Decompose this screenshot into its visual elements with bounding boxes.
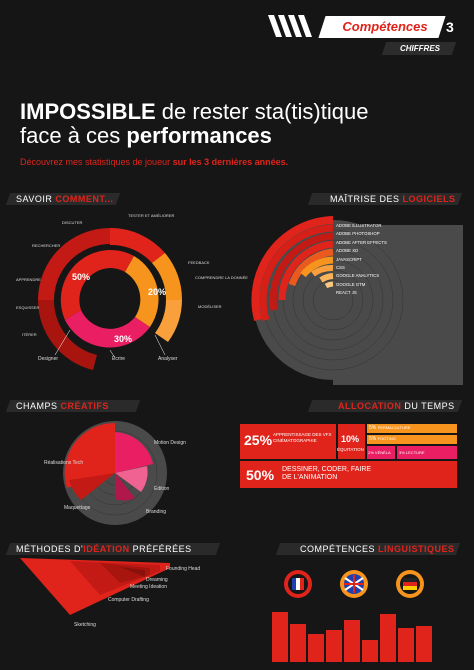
champ-label: Maquettage	[64, 505, 91, 511]
headline: IMPOSSIBLE de rester sta(tis)tique face …	[20, 100, 460, 148]
methodes-funnel-chart	[20, 558, 170, 615]
temps-block-big	[240, 424, 336, 459]
champ-slice-edition	[115, 466, 148, 492]
temps-small-3	[397, 446, 457, 459]
methode-label: Sketching	[74, 622, 96, 628]
temps-small-text: FOOTING	[377, 436, 396, 441]
logiciel-item: REACT JS	[336, 290, 357, 296]
outer-ring-segment	[38, 228, 110, 300]
temps-small-text: VÉNÉLA	[374, 450, 391, 455]
section-title-champs: CHAMPS CRÉATIFS	[16, 401, 109, 411]
lead-bold: sur les 3 dernières années.	[172, 157, 289, 167]
savoir-pct-designer: 50%	[72, 272, 91, 282]
headline-bold-1: IMPOSSIBLE	[20, 99, 156, 124]
methode-label: Dreaming	[146, 577, 168, 583]
logiciel-item: CSS	[336, 265, 345, 271]
temps-small-0	[367, 424, 457, 433]
page-number: 3	[446, 19, 454, 35]
langues-flags	[284, 570, 424, 598]
temps-big-pct: 25%	[244, 432, 273, 448]
methode-label: Meeting Ideation	[130, 584, 167, 590]
outer-ring-segment	[155, 300, 182, 342]
outer-label: DISCUTER	[62, 220, 83, 225]
temps-block-mid	[338, 424, 365, 459]
inner-segment-analyser	[125, 256, 159, 327]
temps-main-pct: 50%	[246, 467, 275, 483]
savoir-label-analyser: Analyser	[158, 356, 178, 362]
outer-label: ESQUISSER	[16, 305, 40, 310]
langues-bars	[272, 612, 432, 662]
section-title-savoir: SAVOIR COMMENT...	[16, 194, 114, 204]
logiciel-item: JAVASCRIPT	[336, 256, 362, 262]
temps-big-text: APPRENTISSAGE DES VFX CINÉMATOGRAPHIE	[273, 432, 332, 443]
savoir-label-designer: Designer	[38, 356, 59, 362]
section-title-temps: ALLOCATION DU TEMPS	[338, 401, 455, 411]
temps-small-pct: 3%	[399, 450, 405, 455]
methode-label: Founding Head	[166, 566, 201, 572]
logiciels-labels: ADOBE ILLUSTRATOR ADOBE PHOTOSHOP ADOBE …	[336, 222, 387, 298]
temps-block-main	[240, 461, 457, 488]
temps-small-text: PERMACULTURE	[377, 425, 411, 430]
inner-segment-designer	[110, 249, 134, 272]
outer-ring-segment	[110, 227, 165, 263]
temps-small-text: LECTURE	[405, 450, 425, 455]
logiciel-item: ADOBE PHOTOSHOP	[336, 231, 380, 237]
outer-label: FEEDBACK	[188, 260, 210, 265]
outer-label: RECHERCHER	[32, 243, 61, 248]
temps-mid-pct: 10%	[341, 434, 360, 444]
champ-label: Branding	[146, 509, 167, 515]
page-subtitle: CHIFFRES	[400, 44, 440, 53]
section-title-logiciels: MAÎTRISE DES LOGICIELS	[330, 194, 456, 204]
savoir-label-ecrire: Écrire	[112, 356, 126, 362]
savoir-pct-analyser: 20%	[148, 287, 167, 297]
outer-label: MODÉLISER	[198, 304, 222, 309]
outer-label: APPRENDRE	[16, 277, 41, 282]
savoir-pct-ecrire: 30%	[114, 334, 133, 344]
inner-segment-designer	[60, 250, 110, 320]
temps-small-pct: 5%	[369, 425, 377, 431]
logiciel-item: ADOBE ILLUSTRATOR	[336, 223, 382, 228]
lead-prefix: Découvrez mes statistiques de joueur	[20, 157, 173, 167]
temps-main-text: DESSINER, CODER, FAIRE DE L'ANIMATION	[282, 466, 372, 481]
champs-polar-chart	[63, 421, 167, 525]
page-title: Compétences	[342, 19, 428, 34]
methode-label: Computer Drafting	[108, 597, 149, 603]
champ-label: Motion Design	[154, 440, 186, 446]
inner-segment-ecrire	[65, 310, 150, 348]
outer-ring-segment	[37, 300, 97, 370]
champ-slice-branding	[115, 473, 135, 501]
champ-slice-maquettage	[69, 473, 115, 500]
champ-slice-tech	[64, 422, 115, 488]
temps-small-1	[367, 435, 457, 444]
logiciel-item: ADOBE XD	[336, 248, 359, 254]
logiciel-item: GOOGLE GTM	[336, 281, 366, 287]
section-title-langues: COMPÉTENCES LINGUISTIQUES	[300, 544, 455, 554]
champ-label: Édition	[154, 486, 170, 492]
headline-line-2: face à ces	[20, 123, 127, 148]
logiciel-item: ADOBE AFTER EFFECTS	[336, 239, 387, 245]
lead-text: Découvrez mes statistiques de joueur sur…	[20, 157, 460, 167]
outer-label: COMPRENDRE LA DONNÉE	[195, 275, 248, 280]
savoir-donut-chart	[37, 227, 183, 370]
temps-mid-text: ÉQUITATION	[337, 447, 364, 452]
temps-small-2	[367, 446, 395, 459]
logiciels-radial-chart	[251, 216, 463, 385]
champ-slice-motion	[115, 432, 153, 473]
outer-ring-segment	[152, 253, 183, 300]
champ-label: Réalisations Tech	[44, 460, 84, 466]
temps-small-pct: 5%	[369, 436, 377, 442]
logiciel-item: GOOGLE ANALYTICS	[336, 273, 380, 279]
header-stripes	[268, 15, 312, 37]
temps-small-pct: 2%	[368, 450, 374, 455]
outer-label: TESTER ET AMÉLIORER	[128, 213, 175, 218]
outer-label: ITÉRER	[22, 332, 37, 337]
headline-bold-2: performances	[126, 123, 272, 148]
section-title-methodes: MÉTHODES D'IDÉATION PRÉFÉRÉES	[16, 544, 192, 554]
headline-rest-1: de rester sta(tis)tique	[155, 99, 369, 124]
